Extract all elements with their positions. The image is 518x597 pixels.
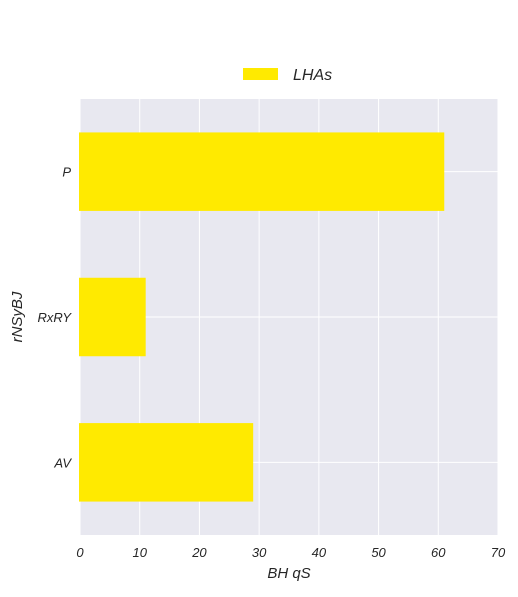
bar-p (79, 132, 445, 211)
x-tick-labels: 0 10 20 30 40 50 60 70 (76, 545, 506, 560)
y-axis-title: rNSyBJ (9, 291, 26, 342)
x-axis-title: BH qS (267, 565, 310, 582)
x-tick-label-20: 20 (191, 545, 207, 560)
bars (79, 132, 445, 502)
y-tick-label-av: AV (53, 455, 72, 470)
y-tick-label-rxry: RxRY (38, 310, 73, 325)
y-tick-label-p: P (62, 165, 71, 180)
bar-av (79, 423, 254, 502)
legend: LHAs (243, 67, 332, 84)
legend-swatch (243, 68, 278, 80)
x-tick-label-70: 70 (491, 545, 506, 560)
x-tick-label-60: 60 (431, 545, 446, 560)
bar-rxry (79, 277, 146, 357)
legend-label: LHAs (293, 67, 332, 84)
x-tick-label-50: 50 (371, 545, 386, 560)
x-tick-label-0: 0 (76, 545, 84, 560)
x-tick-label-10: 10 (132, 545, 147, 560)
y-tick-labels: P RxRY AV (38, 165, 73, 471)
x-tick-label-30: 30 (252, 545, 267, 560)
x-tick-label-40: 40 (312, 545, 327, 560)
